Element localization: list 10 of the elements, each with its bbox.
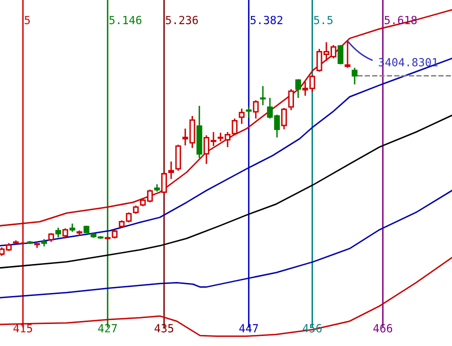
x-tick-label: 435 bbox=[154, 324, 174, 332]
x-tick-label: 427 bbox=[98, 324, 117, 332]
text: 5 bbox=[24, 16, 30, 24]
x-tick-label: 466 bbox=[373, 324, 392, 332]
text: 5.618 bbox=[384, 16, 417, 24]
text: 5.236 bbox=[166, 16, 198, 24]
text: 5.146 bbox=[109, 16, 142, 24]
x-tick-label: 447 bbox=[239, 324, 258, 332]
text: 5.382 bbox=[250, 16, 282, 24]
text: 5.5 bbox=[314, 16, 333, 24]
